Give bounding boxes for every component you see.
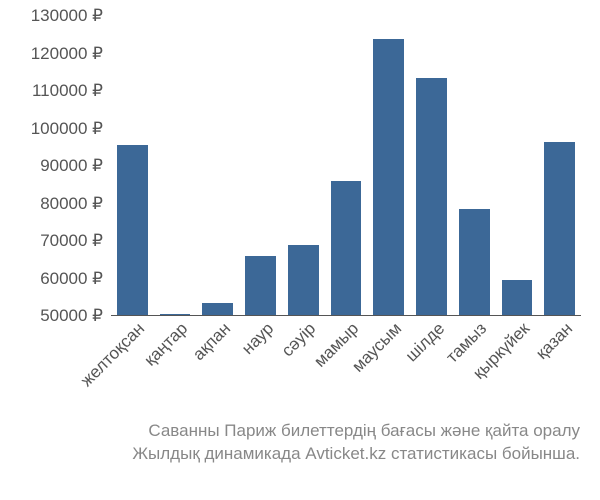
x-axis-tick-label: қазан [532,319,577,364]
bar-slot: маусым [367,16,410,316]
price-chart: желтоқсанқаңтарақпаннаурсәуірмамырмаусым… [0,0,600,500]
y-axis-tick-label: 50000 ₽ [40,306,103,326]
plot-area: желтоқсанқаңтарақпаннаурсәуірмамырмаусым… [110,16,581,316]
y-axis-tick-label: 90000 ₽ [40,156,103,176]
bar-slot: қаңтар [154,16,197,316]
bar-slot: наур [239,16,282,316]
bar-slot: қыркүйек [496,16,539,316]
caption-line: Саванны Париж билеттердің бағасы және қа… [20,420,580,443]
y-axis-tick-label: 70000 ₽ [40,231,103,251]
bar-slot: желтоқсан [111,16,154,316]
bar-slot: қазан [538,16,581,316]
x-axis-tick-label: шілде [401,319,448,366]
bar-slot: ақпан [196,16,239,316]
y-axis-tick-label: 80000 ₽ [40,194,103,214]
y-axis-tick-label: 110000 ₽ [32,81,103,101]
caption-line: Жылдық динамикада Avticket.kz статистика… [20,443,580,466]
y-axis-tick-label: 120000 ₽ [31,44,103,64]
bar [373,39,404,317]
bar [117,145,148,316]
x-axis-tick-label: желтоқсан [77,319,149,391]
bar [288,245,319,316]
bar [245,256,276,316]
bar [502,280,533,316]
x-axis-baseline [111,315,581,316]
y-axis-tick-label: 60000 ₽ [40,269,103,289]
x-axis-tick-label: қаңтар [141,319,192,370]
y-axis-tick-label: 100000 ₽ [31,119,103,139]
bar [331,181,362,316]
x-axis-tick-label: ақпан [189,319,235,365]
bar [544,142,575,316]
bar-slot: сәуір [282,16,325,316]
bar-slot: шілде [410,16,453,316]
bar-slot: мамыр [325,16,368,316]
bar-slot: тамыз [453,16,496,316]
bar [459,209,490,316]
bar [416,78,447,316]
bars-container: желтоқсанқаңтарақпаннаурсәуірмамырмаусым… [111,16,581,316]
y-axis-tick-label: 130000 ₽ [31,6,103,26]
chart-caption: Саванны Париж билеттердің бағасы және қа… [20,420,580,466]
x-axis-tick-label: наур [238,319,278,359]
